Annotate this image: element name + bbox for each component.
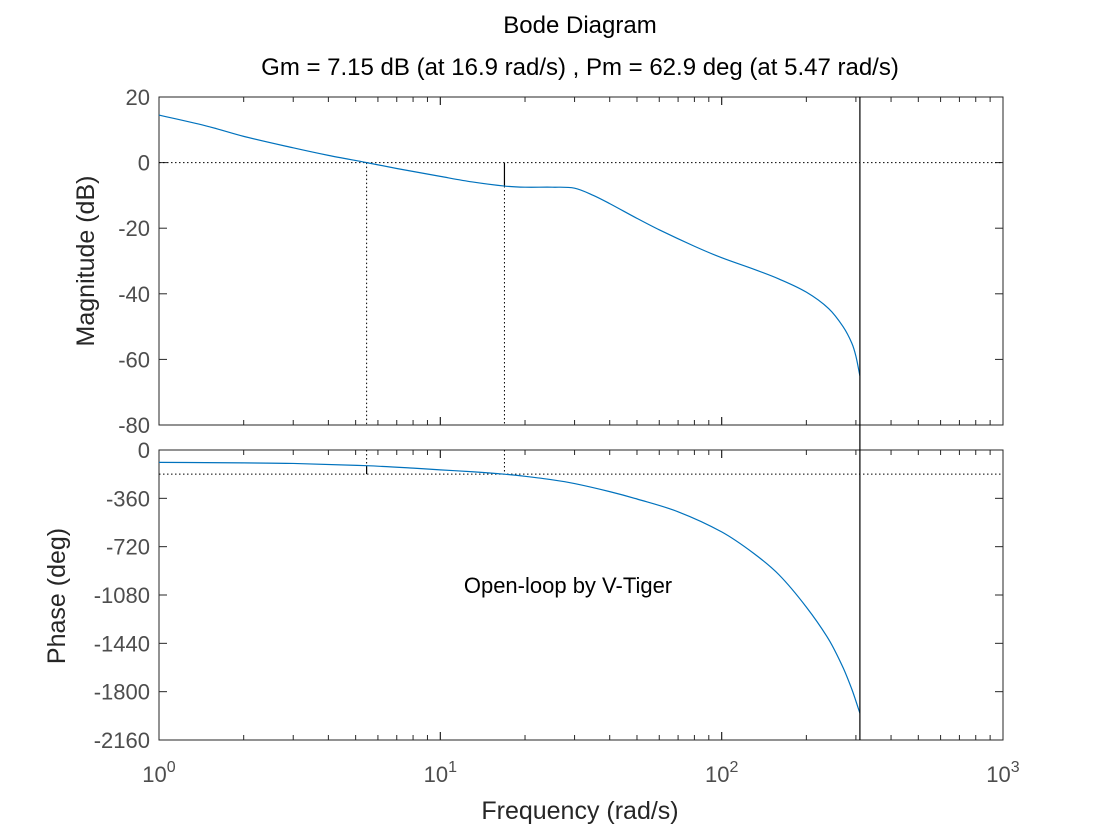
phase-y-tick-label: -1800 [94, 680, 150, 705]
phase-margin-lines [159, 450, 1003, 475]
phase-y-tick-label: -360 [106, 486, 150, 511]
x-axis-label: Frequency (rad/s) [481, 797, 678, 825]
phase-axes: 0 -360 -720 -1080 -1440 -1800 -2160 Open-loop … [43, 438, 1004, 753]
magnitude-y-tick-label: -60 [118, 347, 150, 372]
magnitude-plot-area [158, 96, 1004, 426]
x-tick-exponent: 1 [448, 759, 457, 776]
x-tick-labels: 100 101 102 103 [142, 759, 1019, 787]
phase-y-tick-label: 0 [138, 438, 150, 463]
magnitude-minor-ticks [158, 97, 1004, 425]
x-tick-label: 103 [986, 759, 1019, 787]
x-tick-label: 102 [705, 759, 738, 787]
magnitude-y-tick-label: -80 [118, 413, 150, 438]
magnitude-y-tick-label: -40 [118, 282, 150, 307]
phase-y-label: Phase (deg) [43, 528, 71, 664]
x-tick-label: 100 [142, 759, 175, 787]
magnitude-margin-lines [159, 162, 1003, 425]
magnitude-y-tick-label: 0 [138, 151, 150, 176]
magnitude-y-tick-label: 20 [126, 85, 150, 110]
open-loop-annotation: Open-loop by V-Tiger [464, 573, 672, 598]
magnitude-axes: 20 0 -20 -40 -60 -80 Magnitude (dB) [72, 85, 1004, 438]
magnitude-y-tick-label: -20 [118, 216, 150, 241]
phase-y-ticks: 0 -360 -720 -1080 -1440 -1800 -2160 [94, 438, 1003, 753]
chart-subtitle: Gm = 7.15 dB (at 16.9 rad/s) , Pm = 62.9… [261, 54, 899, 81]
x-tick-exponent: 0 [167, 759, 176, 776]
x-tick-label: 101 [424, 759, 457, 787]
phase-minor-ticks [158, 450, 1004, 740]
phase-y-tick-label: -1440 [94, 631, 150, 656]
phase-plot-area [158, 449, 1004, 741]
magnitude-y-label: Magnitude (dB) [72, 176, 100, 347]
x-tick-exponent: 3 [1011, 759, 1020, 776]
phase-y-tick-label: -720 [106, 535, 150, 560]
phase-y-tick-label: -2160 [94, 728, 150, 753]
phase-y-tick-label: -1080 [94, 583, 150, 608]
chart-title: Bode Diagram [503, 12, 656, 39]
magnitude-series-line [158, 114, 861, 376]
x-tick-exponent: 2 [729, 759, 738, 776]
magnitude-y-ticks: 20 0 -20 -40 -60 -80 [118, 85, 1003, 438]
phase-series-line [158, 461, 861, 714]
